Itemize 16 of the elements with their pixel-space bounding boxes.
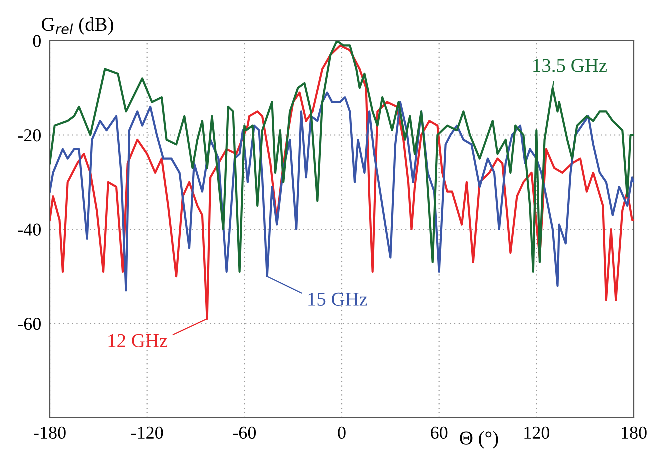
x-tick-label: 180 — [622, 426, 647, 440]
y-tick-label: -20 — [18, 130, 41, 142]
text: 15 GHz — [308, 292, 368, 306]
x-tick-label: 120 — [524, 426, 550, 440]
text: 12 GHz — [108, 334, 168, 348]
y-tick-label: -40 — [18, 224, 41, 236]
x-axis-title: Θ (°) — [460, 431, 498, 449]
y-tick-label: 0 — [33, 35, 41, 48]
x-tick-label: -60 — [233, 426, 256, 440]
x-tick-label: 60 — [431, 426, 448, 440]
y-tick-label: -60 — [18, 318, 41, 330]
series-label: 13.5 GHz — [534, 59, 608, 72]
x-tick-label: -180 — [34, 426, 66, 440]
x-tick-label: -120 — [131, 426, 164, 440]
x-tick-label: 0 — [338, 426, 346, 440]
y-axis-title: G$_{rel}$ (dB) — [42, 17, 114, 36]
